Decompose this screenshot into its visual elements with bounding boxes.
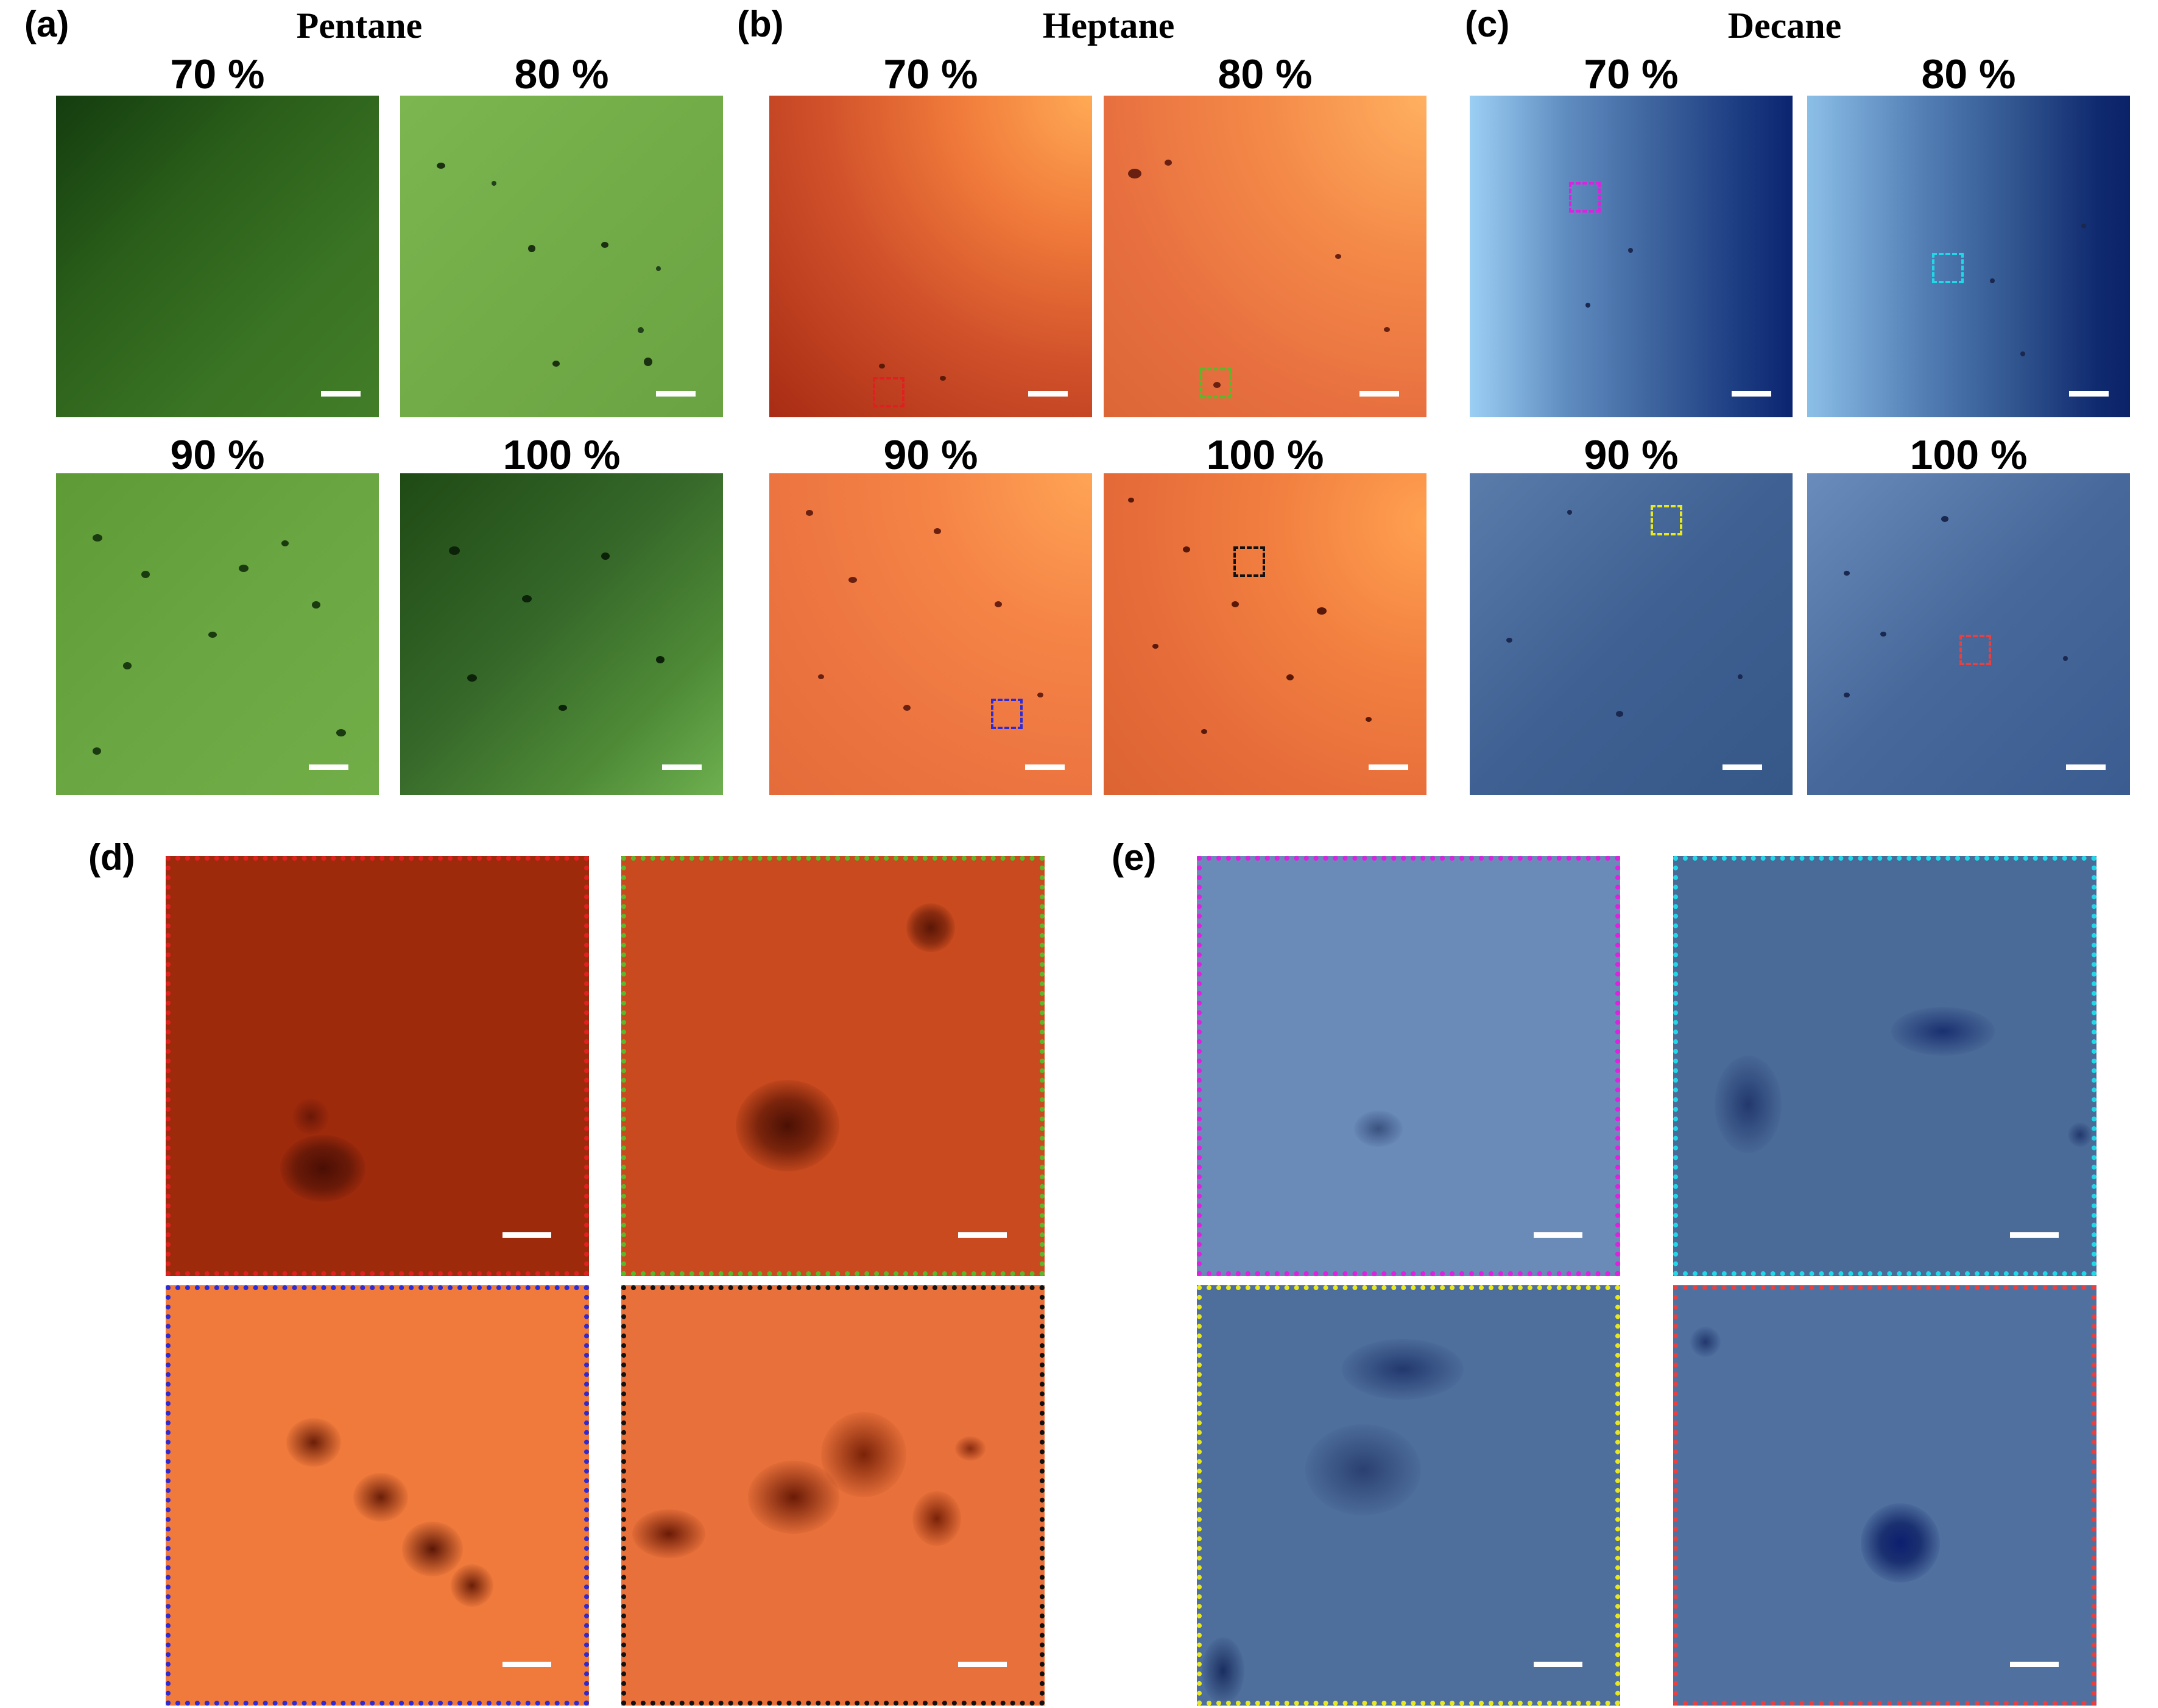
micrograph-pentane-90 <box>56 473 379 795</box>
conc-label-heptane-90: 90 % <box>883 432 978 478</box>
zoom-decane-70-magenta <box>1197 856 1620 1276</box>
micrograph-heptane-70 <box>769 96 1092 417</box>
panel-label-b: (b) <box>737 4 784 44</box>
roi-box-black <box>1233 546 1265 577</box>
conc-label-decane-90: 90 % <box>1584 432 1679 478</box>
scale-bar <box>2010 1232 2059 1238</box>
panel-label-e: (e) <box>1112 837 1157 878</box>
roi-box-magenta <box>1569 182 1601 213</box>
micrograph-pentane-70 <box>56 96 379 417</box>
micrograph-decane-70 <box>1470 96 1793 417</box>
micrograph-heptane-90 <box>769 473 1092 795</box>
scale-bar <box>1534 1232 1582 1238</box>
scale-bar <box>1723 764 1762 770</box>
conc-label-pentane-80: 80 % <box>514 51 609 97</box>
panel-label-a: (a) <box>24 4 69 44</box>
scale-bar <box>2069 391 2109 397</box>
zoom-heptane-70-red <box>166 856 589 1276</box>
zoom-decane-80-cyan <box>1673 856 2096 1276</box>
scale-bar <box>1359 391 1399 397</box>
scale-bar <box>1369 764 1408 770</box>
roi-box-red-light <box>1959 635 1991 665</box>
scale-bar <box>1534 1662 1582 1667</box>
conc-label-pentane-70: 70 % <box>170 51 265 97</box>
conc-label-decane-80: 80 % <box>1921 51 2016 97</box>
scale-bar <box>1025 764 1065 770</box>
scale-bar <box>1732 391 1771 397</box>
scale-bar <box>958 1232 1007 1238</box>
micrograph-heptane-80 <box>1104 96 1426 417</box>
scale-bar <box>662 764 702 770</box>
micrograph-decane-80 <box>1807 96 2130 417</box>
roi-box-green <box>1200 368 1232 398</box>
micrograph-heptane-100 <box>1104 473 1426 795</box>
conc-label-decane-100: 100 % <box>1909 432 2028 478</box>
roi-box-cyan <box>1932 253 1964 283</box>
micrograph-pentane-80 <box>400 96 723 417</box>
micrograph-decane-100 <box>1807 473 2130 795</box>
scale-bar <box>2010 1662 2059 1667</box>
solvent-title-heptane: Heptane <box>1042 5 1175 46</box>
zoom-decane-90-yellow <box>1197 1285 1620 1706</box>
scale-bar <box>2066 764 2106 770</box>
zoom-heptane-80-green <box>621 856 1045 1276</box>
scale-bar <box>502 1232 551 1238</box>
zoom-decane-100-red <box>1673 1285 2096 1706</box>
conc-label-pentane-100: 100 % <box>502 432 621 478</box>
conc-label-heptane-100: 100 % <box>1206 432 1324 478</box>
scale-bar <box>1028 391 1068 397</box>
scale-bar <box>656 391 696 397</box>
conc-label-pentane-90: 90 % <box>170 432 265 478</box>
panel-label-c: (c) <box>1465 4 1510 44</box>
panel-label-d: (d) <box>88 837 135 878</box>
scale-bar <box>321 391 361 397</box>
roi-box-blue <box>991 699 1023 729</box>
micrograph-pentane-100 <box>400 473 723 795</box>
conc-label-decane-70: 70 % <box>1584 51 1679 97</box>
solvent-title-decane: Decane <box>1727 5 1842 46</box>
micrograph-decane-90 <box>1470 473 1793 795</box>
scale-bar <box>309 764 348 770</box>
conc-label-heptane-80: 80 % <box>1218 51 1313 97</box>
scale-bar <box>502 1662 551 1667</box>
roi-box-yellow <box>1651 505 1682 535</box>
scale-bar <box>958 1662 1007 1667</box>
solvent-title-pentane: Pentane <box>296 5 423 46</box>
zoom-heptane-100-black <box>621 1285 1045 1706</box>
conc-label-heptane-70: 70 % <box>883 51 978 97</box>
zoom-heptane-90-blue <box>166 1285 589 1706</box>
roi-box-red <box>873 377 904 408</box>
